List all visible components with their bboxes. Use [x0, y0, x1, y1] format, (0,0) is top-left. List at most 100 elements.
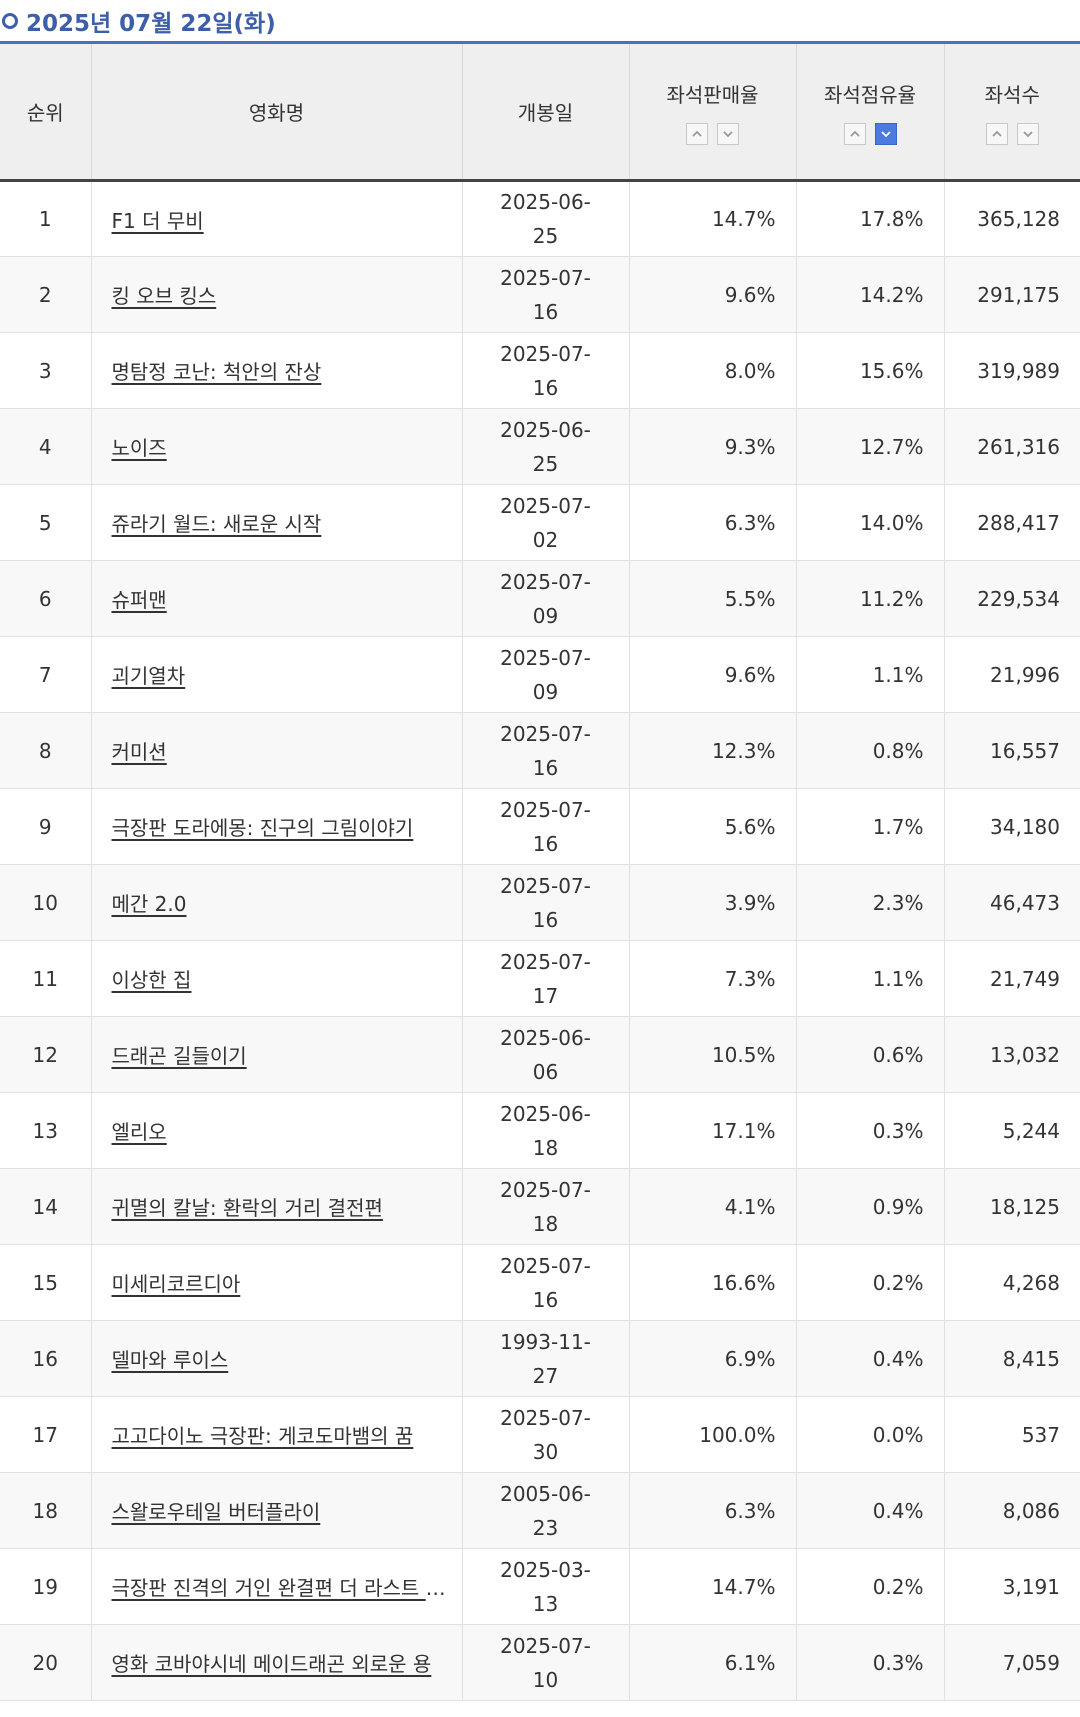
share-sort-controls: [797, 122, 944, 145]
rank-cell: 8: [0, 712, 91, 789]
table-row: 13 엘리오 2025-06-18 17.1% 0.3% 5,244: [0, 1092, 1080, 1169]
table-row: 18 스왈로우테일 버터플라이 2005-06-23 6.3% 0.4% 8,086: [0, 1472, 1080, 1549]
movie-title-link[interactable]: 커미션: [111, 740, 167, 764]
release-date-cell: 2025-07-16: [461, 864, 629, 941]
movie-title-link[interactable]: 고고다이노 극장판: 게코도마뱀의 꿈: [111, 1424, 414, 1448]
seats-cell: 18,125: [943, 1168, 1080, 1245]
movie-title-link[interactable]: 델마와 루이스: [111, 1348, 229, 1372]
rank-cell: 2: [0, 256, 91, 333]
sales-rate-header-label: 좌석판매율: [666, 82, 759, 107]
seats-cell: 5,244: [943, 1092, 1080, 1169]
share-cell: 1.7%: [795, 788, 944, 865]
rank-cell: 9: [0, 788, 91, 865]
movie-title-link[interactable]: 슈퍼맨: [111, 588, 167, 612]
seats-cell: 21,996: [943, 636, 1080, 713]
table-row: 11 이상한 집 2025-07-17 7.3% 1.1% 21,749: [0, 940, 1080, 1017]
seats-cell: 13,032: [943, 1016, 1080, 1093]
chevron-down-icon: [880, 130, 891, 137]
sales-rate-cell: 6.3%: [628, 484, 796, 561]
sales-rate-cell: 5.5%: [628, 560, 796, 637]
movie-title-link[interactable]: 극장판 진격의 거인 완결편 더 라스트 어택: [111, 1576, 463, 1600]
sales-rate-cell: 17.1%: [628, 1092, 796, 1169]
sales-rate-cell: 10.5%: [628, 1016, 796, 1093]
title-cell: 괴기열차: [90, 636, 462, 713]
share-cell: 0.2%: [795, 1244, 944, 1321]
release-date-cell: 2025-06-18: [461, 1092, 629, 1169]
movie-title-link[interactable]: 명탐정 코난: 척안의 잔상: [111, 360, 322, 384]
release-date-cell: 2025-07-30: [461, 1396, 629, 1473]
movie-title-link[interactable]: 쥬라기 월드: 새로운 시작: [111, 512, 322, 536]
title-cell: 킹 오브 킹스: [90, 256, 462, 333]
release-date-cell: 2025-06-25: [461, 180, 629, 257]
movie-title-link[interactable]: 메간 2.0: [111, 892, 187, 916]
sales-rate-cell: 6.3%: [628, 1472, 796, 1549]
table-row: 19 극장판 진격의 거인 완결편 더 라스트 어택 2025-03-13 14.7%…: [0, 1548, 1080, 1625]
sales-rate-cell: 3.9%: [628, 864, 796, 941]
share-cell: 0.0%: [795, 1396, 944, 1473]
column-header-rank: 순위: [0, 44, 91, 182]
release-header-label: 개봉일: [517, 101, 574, 125]
movie-title-link[interactable]: 스왈로우테일 버터플라이: [111, 1500, 321, 1524]
chevron-down-icon: [1023, 130, 1033, 137]
movie-title-link[interactable]: 극장판 도라에몽: 진구의 그림이야기: [111, 816, 414, 840]
column-header-title: 영화명: [90, 44, 462, 182]
seat-share-table: 순위 영화명 개봉일 좌석판매율 좌석점유율: [0, 44, 1080, 1701]
rank-cell: 3: [0, 332, 91, 409]
share-sort-desc-button[interactable]: [874, 122, 897, 145]
share-cell: 0.3%: [795, 1624, 944, 1701]
title-cell: 영화 코바야시네 메이드래곤 외로운 용: [90, 1624, 462, 1701]
release-date-cell: 2025-07-16: [461, 332, 629, 409]
seats-cell: 229,534: [943, 560, 1080, 637]
rank-cell: 15: [0, 1244, 91, 1321]
release-date-cell: 2025-07-18: [461, 1168, 629, 1245]
sales-rate-cell: 5.6%: [628, 788, 796, 865]
seats-cell: 319,989: [943, 332, 1080, 409]
movie-title-link[interactable]: 영화 코바야시네 메이드래곤 외로운 용: [111, 1652, 432, 1676]
column-header-sales-rate: 좌석판매율: [628, 44, 796, 182]
movie-title-link[interactable]: 엘리오: [111, 1120, 167, 1144]
movie-title-link[interactable]: 노이즈: [111, 436, 167, 460]
table-row: 6 슈퍼맨 2025-07-09 5.5% 11.2% 229,534: [0, 560, 1080, 637]
seats-cell: 261,316: [943, 408, 1080, 485]
seats-cell: 8,415: [943, 1320, 1080, 1397]
rank-cell: 6: [0, 560, 91, 637]
sales-rate-cell: 12.3%: [628, 712, 796, 789]
share-cell: 14.0%: [795, 484, 944, 561]
sales-rate-cell: 6.9%: [628, 1320, 796, 1397]
share-cell: 0.2%: [795, 1548, 944, 1625]
movie-title-link[interactable]: 드래곤 길들이기: [111, 1044, 247, 1068]
share-cell: 11.2%: [795, 560, 944, 637]
sales-rate-sort-desc-button[interactable]: [717, 122, 739, 145]
share-cell: 0.6%: [795, 1016, 944, 1093]
rank-cell: 11: [0, 940, 91, 1017]
movie-title-link[interactable]: 괴기열차: [111, 664, 186, 688]
seats-sort-controls: [945, 122, 1080, 145]
table-row: 9 극장판 도라에몽: 진구의 그림이야기 2025-07-16 5.6% 1.7% 34…: [0, 788, 1080, 865]
movie-title-link[interactable]: 킹 오브 킹스: [111, 284, 217, 308]
sales-rate-cell: 100.0%: [628, 1396, 796, 1473]
rank-cell: 1: [0, 180, 91, 257]
rank-cell: 12: [0, 1016, 91, 1093]
seats-cell: 34,180: [943, 788, 1080, 865]
seats-sort-asc-button[interactable]: [985, 122, 1008, 145]
sales-rate-sort-asc-button[interactable]: [686, 122, 708, 145]
header-row: 순위 영화명 개봉일 좌석판매율 좌석점유율: [0, 44, 1080, 182]
release-date-cell: 2025-07-02: [461, 484, 629, 561]
sales-rate-cell: 8.0%: [628, 332, 796, 409]
movie-title-link[interactable]: 이상한 집: [111, 968, 192, 992]
share-cell: 15.6%: [795, 332, 944, 409]
movie-title-link[interactable]: 귀멸의 칼날: 환락의 거리 결전편: [111, 1196, 383, 1220]
table-row: 10 메간 2.0 2025-07-16 3.9% 2.3% 46,473: [0, 864, 1080, 941]
seats-header-label: 좌석수: [984, 82, 1040, 107]
movie-title-link[interactable]: F1 더 무비: [111, 208, 204, 233]
share-sort-asc-button[interactable]: [843, 122, 866, 145]
sales-rate-cell: 9.6%: [628, 256, 796, 333]
sales-rate-cell: 4.1%: [628, 1168, 796, 1245]
movie-title-link[interactable]: 미세리코르디아: [111, 1272, 241, 1296]
title-cell: 메간 2.0: [90, 864, 462, 941]
seats-sort-desc-button[interactable]: [1016, 122, 1039, 145]
sales-rate-cell: 7.3%: [628, 940, 796, 1017]
share-cell: 1.1%: [795, 636, 944, 713]
title-cell: 델마와 루이스: [90, 1320, 462, 1397]
rank-cell: 4: [0, 408, 91, 485]
